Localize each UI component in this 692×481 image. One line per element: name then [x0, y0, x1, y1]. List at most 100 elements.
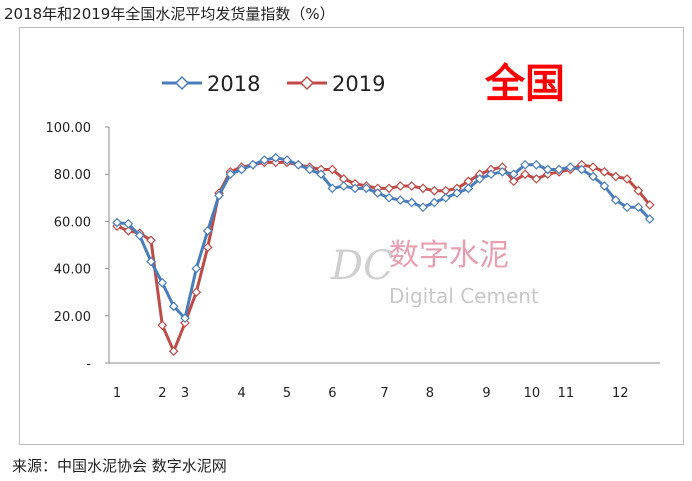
data-point-2018 — [316, 169, 326, 180]
data-point-2018 — [372, 188, 383, 198]
data-point-2018 — [474, 174, 485, 184]
x-tick-label: 8 — [426, 386, 434, 401]
data-point-2018 — [610, 195, 621, 206]
data-point-2019 — [202, 242, 213, 253]
page-title: 2018年和2019年全国水泥平均发货量指数（%） — [4, 5, 335, 23]
series-layer — [112, 152, 655, 357]
data-point-2019 — [123, 225, 134, 236]
data-point-2018 — [202, 225, 213, 236]
data-point-2018 — [576, 164, 587, 175]
data-point-2019 — [418, 183, 428, 194]
x-tick-label: 3 — [181, 386, 189, 401]
data-point-2018 — [554, 164, 564, 175]
y-tick-label: 80.00 — [54, 168, 91, 183]
y-tick-label: 20.00 — [54, 310, 91, 325]
data-point-2019 — [622, 174, 632, 184]
data-point-2019 — [644, 200, 655, 210]
data-point-2018 — [599, 181, 610, 191]
chart-frame — [19, 27, 684, 445]
data-point-2018 — [338, 181, 349, 191]
data-point-2018 — [157, 277, 168, 288]
y-tick-label: 40.00 — [54, 263, 91, 278]
x-tick-label: 2 — [158, 386, 166, 401]
x-tick-label: 7 — [380, 386, 388, 401]
watermark-logo: DC — [330, 243, 394, 289]
data-point-2018 — [168, 301, 179, 312]
data-point-2018 — [361, 183, 372, 194]
data-point-2019 — [157, 320, 168, 331]
legend-marker-2018 — [174, 75, 190, 91]
data-point-2018 — [588, 171, 598, 182]
legend-label-2018: 2018 — [207, 72, 260, 96]
chart-area: DC 数字水泥 Digital Cement - 20.00 40.00 60.00 8… — [46, 61, 660, 401]
data-point-2018 — [214, 190, 224, 201]
data-point-2018 — [531, 159, 542, 170]
legend-item-2019: 2019 — [287, 72, 385, 96]
data-point-2018 — [259, 155, 270, 165]
y-tick-label: - — [86, 357, 91, 372]
data-point-2019 — [384, 183, 394, 194]
data-point-2019 — [633, 185, 644, 196]
data-point-2018 — [225, 169, 236, 180]
data-point-2018 — [384, 192, 394, 203]
legend: 2018 2019 — [162, 72, 385, 96]
data-point-2018 — [112, 217, 122, 228]
x-tick-label: 6 — [328, 386, 336, 401]
data-point-2018 — [497, 166, 508, 177]
x-tick-label: 1 — [113, 386, 121, 401]
data-point-2019 — [395, 181, 406, 191]
y-tick-label: 100.00 — [46, 121, 92, 136]
source-note: 来源：中国水泥协会 数字水泥网 — [12, 457, 227, 475]
x-tick-label: 9 — [482, 386, 490, 401]
data-point-2018 — [350, 183, 360, 194]
data-point-2018 — [327, 183, 338, 194]
x-tick-label: 12 — [612, 386, 629, 401]
data-point-2018 — [565, 162, 576, 172]
data-point-2018 — [146, 256, 156, 267]
x-tick-label: 11 — [558, 386, 575, 401]
data-point-2019 — [146, 235, 156, 246]
data-point-2018 — [452, 188, 462, 198]
legend-label-2019: 2019 — [332, 72, 385, 96]
data-point-2019 — [429, 185, 440, 196]
legend-item-2018: 2018 — [162, 72, 260, 96]
x-tick-label: 5 — [283, 386, 291, 401]
data-point-2018 — [406, 197, 417, 208]
x-tick-label: 10 — [524, 386, 541, 401]
data-point-2019 — [327, 164, 338, 175]
data-point-2019 — [531, 174, 542, 184]
watermark: DC 数字水泥 Digital Cement — [330, 238, 539, 308]
data-point-2018 — [508, 169, 519, 180]
data-point-2018 — [123, 218, 134, 229]
y-axis-ticks: - 20.00 40.00 60.00 80.00 100.00 — [46, 121, 109, 372]
data-point-2018 — [429, 197, 440, 208]
y-tick-label: 60.00 — [54, 215, 91, 230]
data-point-2019 — [588, 162, 598, 172]
data-point-2019 — [520, 169, 530, 180]
data-point-2018 — [463, 183, 474, 194]
data-point-2018 — [644, 214, 655, 224]
watermark-cn: 数字水泥 — [389, 238, 509, 273]
data-point-2018 — [395, 195, 406, 206]
data-point-2018 — [520, 159, 530, 170]
data-point-2018 — [633, 202, 644, 213]
data-point-2018 — [180, 313, 190, 324]
x-axis-ticks: 1 2 3 4 5 6 7 8 9 10 11 12 — [113, 386, 629, 401]
data-point-2018 — [293, 159, 304, 170]
data-point-2018 — [418, 202, 428, 213]
data-point-2018 — [440, 192, 451, 203]
data-point-2018 — [304, 164, 315, 175]
data-point-2018 — [248, 159, 258, 170]
data-point-2018 — [542, 164, 553, 175]
data-point-2019 — [168, 346, 179, 357]
chart-title: 全国 — [484, 61, 565, 107]
data-point-2019 — [406, 181, 417, 191]
data-point-2019 — [610, 171, 621, 182]
legend-marker-2019 — [299, 75, 315, 91]
data-point-2018 — [236, 164, 247, 175]
data-point-2018 — [486, 169, 496, 180]
data-point-2018 — [134, 230, 145, 241]
watermark-en: Digital Cement — [389, 284, 539, 308]
data-point-2018 — [622, 202, 632, 213]
data-point-2018 — [270, 152, 281, 163]
